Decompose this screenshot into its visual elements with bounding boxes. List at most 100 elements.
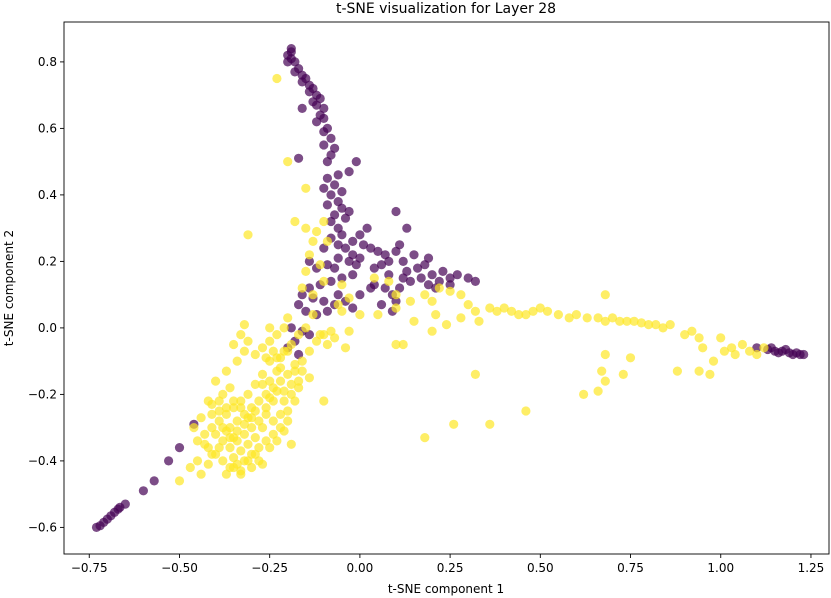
data-point-s0-116: [402, 223, 412, 233]
data-point-s0-119: [351, 260, 361, 270]
data-point-s1-50: [680, 330, 690, 340]
data-point-s0-44: [326, 216, 336, 227]
data-point-s1-62: [708, 356, 719, 366]
x-tick-label: −0.50: [161, 561, 198, 575]
data-point-s1-0: [283, 157, 293, 167]
data-point-s1-18: [420, 290, 430, 300]
x-tick-label: 0.75: [617, 561, 644, 575]
data-point-s1-102: [294, 330, 304, 340]
data-point-s1-57: [730, 349, 740, 360]
data-point-s1-217: [250, 449, 260, 459]
data-point-s0-94: [355, 290, 365, 300]
data-point-s1-224: [286, 379, 296, 389]
data-point-s0-69: [398, 256, 408, 266]
data-point-s1-37: [582, 313, 592, 323]
data-point-s1-39: [600, 316, 610, 326]
data-point-s1-187: [272, 436, 282, 446]
data-point-s0-41: [337, 203, 347, 213]
data-point-s0-65: [304, 256, 314, 266]
data-point-s0-84: [348, 270, 358, 280]
data-point-s1-158: [229, 453, 239, 463]
data-point-s0-26: [319, 140, 329, 150]
y-tick-label: −0.6: [28, 520, 57, 534]
data-point-s1-24: [470, 306, 480, 316]
data-point-s1-124: [207, 423, 217, 433]
data-point-s1-228: [268, 346, 278, 356]
data-point-s1-9: [319, 276, 329, 286]
data-point-s0-37: [337, 187, 347, 197]
data-point-s1-182: [221, 469, 231, 479]
data-point-s1-70: [593, 386, 603, 396]
y-axis-title: t-SNE component 2: [2, 230, 16, 346]
data-point-s1-33: [542, 306, 553, 316]
data-point-s1-180: [203, 459, 213, 469]
data-point-s0-89: [297, 290, 307, 300]
data-point-s0-31: [351, 157, 361, 167]
data-point-s0-148: [149, 476, 159, 486]
data-point-s1-144: [225, 443, 235, 453]
data-point-s1-25: [485, 303, 495, 313]
data-point-s1-206: [250, 433, 260, 443]
scatter-points: [91, 44, 809, 533]
data-point-s0-55: [373, 246, 383, 256]
data-point-s1-14: [369, 273, 379, 283]
data-point-s0-106: [376, 300, 387, 310]
data-point-s1-12: [337, 280, 347, 290]
data-point-s1-58: [737, 339, 748, 350]
data-point-s1-26: [492, 306, 502, 316]
data-point-s1-13: [344, 293, 354, 303]
data-point-s1-76: [420, 433, 430, 443]
data-point-s1-175: [265, 323, 275, 333]
data-point-s0-7: [290, 67, 300, 77]
data-point-s1-65: [672, 366, 683, 376]
data-point-s0-120: [398, 273, 408, 283]
data-point-s0-118: [355, 230, 365, 240]
data-point-s1-2: [301, 183, 311, 193]
data-point-s1-88: [391, 339, 401, 350]
x-tick-label: 0.00: [347, 561, 374, 575]
data-point-s0-147: [138, 486, 148, 496]
data-point-s1-1: [272, 73, 282, 84]
data-point-s1-154: [275, 376, 286, 386]
data-point-s1-199: [203, 396, 213, 406]
data-point-s1-207: [268, 416, 278, 426]
data-point-s1-49: [600, 290, 610, 300]
data-point-s0-125: [330, 263, 340, 273]
data-point-s0-108: [286, 323, 296, 333]
data-point-s1-38: [593, 313, 603, 323]
data-point-s1-179: [196, 469, 206, 479]
data-point-s1-146: [211, 429, 221, 439]
data-point-s1-72: [618, 369, 628, 379]
data-point-s1-208: [275, 409, 286, 419]
data-point-s1-169: [250, 349, 260, 360]
data-point-s1-139: [261, 409, 271, 419]
data-point-s1-233: [250, 406, 260, 416]
data-point-s1-69: [600, 376, 610, 386]
data-point-s0-67: [376, 260, 387, 270]
data-point-s0-4: [290, 57, 300, 67]
data-point-s1-202: [200, 439, 210, 449]
chart-title: t-SNE visualization for Layer 28: [336, 1, 556, 17]
data-point-s1-68: [597, 366, 607, 376]
data-point-s1-61: [759, 343, 769, 353]
data-point-s1-156: [243, 439, 253, 449]
data-point-s0-124: [384, 270, 394, 280]
data-point-s0-34: [322, 173, 332, 183]
data-point-s1-11: [308, 290, 318, 300]
data-point-s1-29: [514, 310, 524, 320]
data-point-s0-22: [312, 117, 322, 127]
data-point-s1-120: [236, 396, 246, 406]
data-point-s0-58: [395, 240, 405, 250]
data-point-s0-96: [294, 300, 304, 310]
data-point-s1-100: [308, 310, 318, 320]
data-point-s1-42: [622, 316, 632, 326]
data-point-s1-229: [261, 353, 271, 363]
data-point-s1-86: [337, 306, 347, 316]
data-point-s0-102: [369, 280, 379, 290]
data-point-s1-191: [297, 356, 307, 366]
data-point-s1-27: [499, 303, 509, 313]
data-point-s1-7: [304, 250, 314, 260]
data-point-s1-122: [221, 409, 231, 419]
data-point-s0-32: [344, 167, 354, 177]
data-point-s1-34: [553, 310, 564, 320]
